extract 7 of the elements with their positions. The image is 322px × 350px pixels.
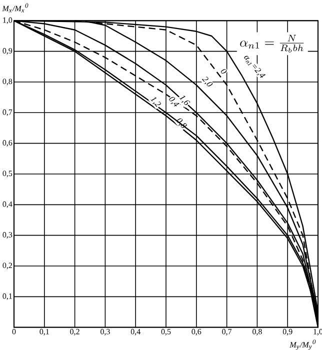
text: 0,4 bbox=[169, 96, 180, 106]
annotation: $\alpha_{n1} = \frac{N}{R_b bh}$ bbox=[240, 34, 304, 53]
text: α$_{n1}$=2,4 bbox=[244, 56, 266, 78]
text: 1,2 bbox=[150, 97, 161, 107]
text: 0 bbox=[220, 69, 227, 74]
text: 2,0 bbox=[202, 76, 213, 86]
text: 1,6 bbox=[179, 96, 190, 105]
